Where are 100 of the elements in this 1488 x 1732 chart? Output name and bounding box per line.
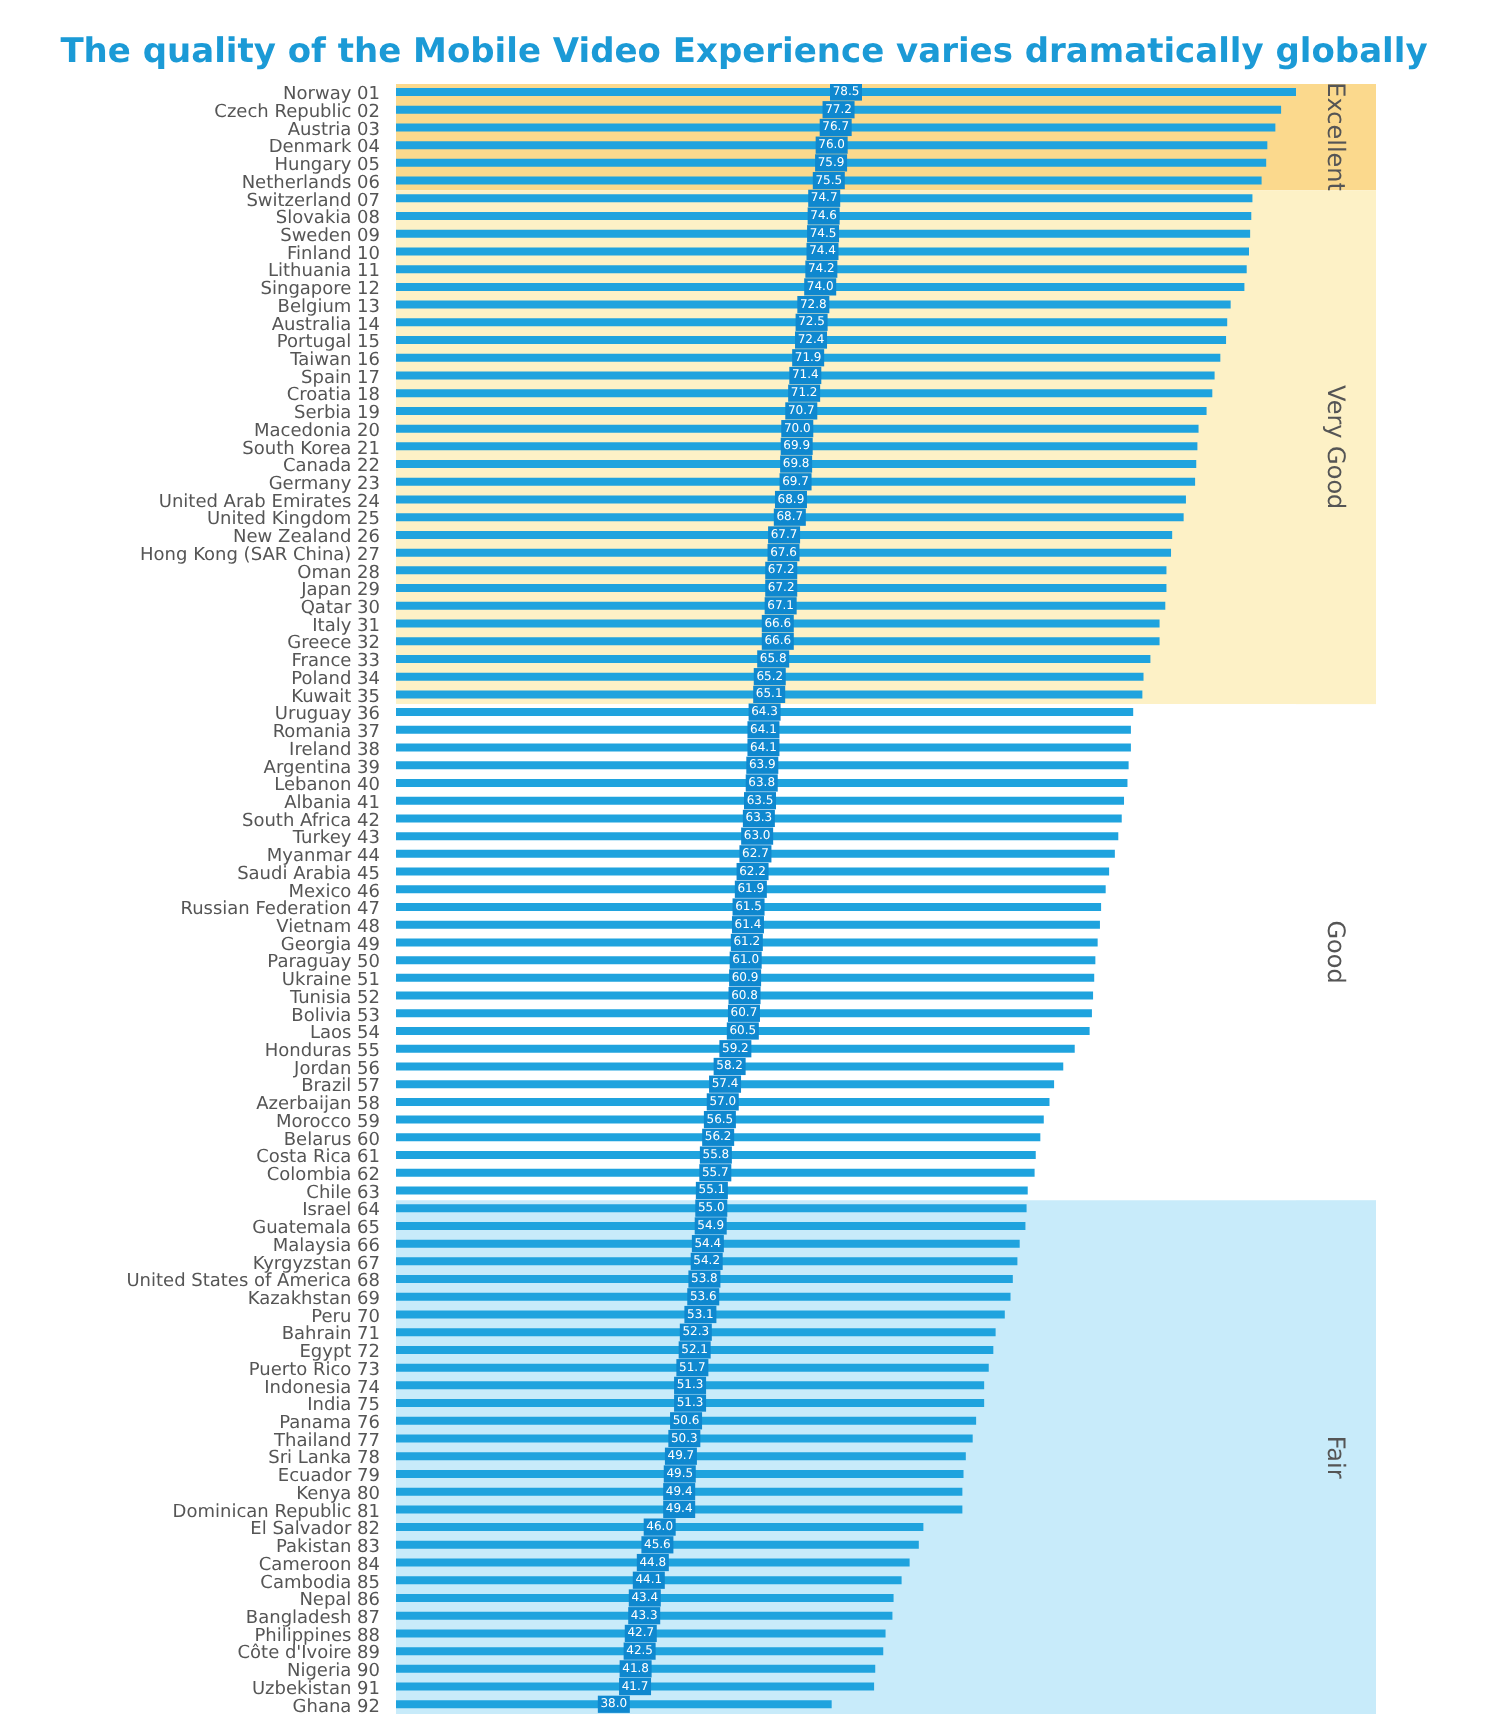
bar bbox=[396, 973, 1095, 982]
y-tick-label: Guatemala 65 bbox=[252, 1219, 380, 1240]
y-tick-label: Georgia 49 bbox=[280, 935, 381, 956]
bar bbox=[396, 1310, 1005, 1319]
bar bbox=[396, 1133, 1041, 1142]
bar bbox=[396, 424, 1199, 433]
y-tick-label: New Zealand 26 bbox=[233, 528, 381, 549]
bar bbox=[396, 176, 1262, 185]
y-tick-label: Macedonia 20 bbox=[253, 421, 381, 442]
bar bbox=[396, 1611, 893, 1620]
bar bbox=[396, 477, 1196, 486]
bar bbox=[396, 637, 1160, 646]
bar bbox=[396, 708, 1134, 717]
y-tick-label: Taiwan 16 bbox=[288, 351, 381, 372]
bar bbox=[396, 619, 1160, 628]
y-tick-label: Chile 63 bbox=[306, 1183, 380, 1204]
y-tick-label: Singapore 12 bbox=[260, 280, 380, 301]
bar bbox=[396, 1700, 832, 1709]
y-tick-label: Kyrgyzstan 67 bbox=[252, 1254, 380, 1275]
bar bbox=[396, 1593, 894, 1602]
bar bbox=[396, 920, 1100, 929]
bar bbox=[396, 371, 1215, 380]
bar bbox=[396, 991, 1094, 1000]
bar bbox=[396, 1292, 1011, 1301]
y-tick-label: Finland 10 bbox=[287, 244, 381, 265]
y-tick-label: United States of America 68 bbox=[126, 1272, 381, 1293]
y-tick-label: Malaysia 66 bbox=[272, 1236, 381, 1257]
y-tick-label: Norway 01 bbox=[283, 85, 380, 106]
bar bbox=[396, 1221, 1026, 1230]
bar bbox=[396, 513, 1184, 522]
bar bbox=[396, 956, 1096, 965]
bar bbox=[396, 1275, 1013, 1284]
bar bbox=[396, 1523, 924, 1532]
y-tick-label: South Korea 21 bbox=[242, 439, 380, 460]
bar bbox=[396, 1168, 1035, 1177]
bar bbox=[396, 1540, 919, 1549]
y-tick-label: Albania 41 bbox=[284, 793, 380, 814]
y-tick-label: France 33 bbox=[291, 652, 380, 673]
y-tick-label: Nigeria 90 bbox=[286, 1662, 381, 1683]
y-tick-label: Bangladesh 87 bbox=[245, 1608, 380, 1629]
bar bbox=[396, 1505, 963, 1514]
y-tick-label: Belarus 60 bbox=[283, 1130, 381, 1151]
y-tick-label: Kazakhstan 69 bbox=[247, 1290, 381, 1311]
y-tick-label: Tunisia 52 bbox=[287, 988, 380, 1009]
y-tick-label: Dominican Republic 81 bbox=[172, 1502, 380, 1523]
y-tick-label: Myanmar 44 bbox=[266, 847, 381, 868]
y-tick-label: Israel 64 bbox=[302, 1201, 381, 1222]
bar bbox=[396, 566, 1167, 575]
bar bbox=[396, 1009, 1092, 1018]
bar bbox=[396, 849, 1115, 858]
bar bbox=[396, 353, 1221, 362]
bar bbox=[396, 1186, 1028, 1195]
bar bbox=[396, 212, 1252, 221]
y-tick-label: Italy 31 bbox=[312, 616, 380, 637]
bar bbox=[396, 796, 1125, 805]
y-tick-label: United Kingdom 25 bbox=[206, 510, 380, 531]
bar bbox=[396, 1469, 964, 1478]
y-tick-label: Romania 37 bbox=[272, 723, 380, 744]
y-tick-label: Lebanon 40 bbox=[274, 776, 381, 797]
bar bbox=[396, 867, 1110, 876]
bar bbox=[396, 1115, 1044, 1124]
y-tick-label: Côte d'Ivoire 89 bbox=[237, 1642, 381, 1665]
y-tick-label: El Salvador 82 bbox=[250, 1520, 380, 1541]
bar bbox=[396, 1664, 876, 1673]
y-tick-label: Egypt 72 bbox=[299, 1343, 380, 1364]
y-tick-label: Sweden 09 bbox=[280, 226, 381, 247]
y-tick-label: Colombia 62 bbox=[266, 1166, 380, 1187]
bar bbox=[396, 1044, 1075, 1053]
y-tick-label: Costa Rica 61 bbox=[256, 1148, 380, 1169]
y-tick-label: Nepal 86 bbox=[299, 1591, 381, 1612]
y-tick-label: Kenya 80 bbox=[296, 1484, 381, 1505]
y-tick-label: Jordan 56 bbox=[292, 1059, 381, 1080]
y-tick-label: Turkey 43 bbox=[290, 829, 380, 850]
y-tick-label: Cameroon 84 bbox=[258, 1555, 381, 1576]
bar bbox=[396, 761, 1129, 770]
bar bbox=[396, 1151, 1036, 1160]
y-tick-label: Ghana 92 bbox=[292, 1697, 380, 1718]
y-tick-label: Hungary 05 bbox=[274, 156, 380, 177]
y-tick-label: Honduras 55 bbox=[264, 1041, 380, 1062]
bar bbox=[396, 1062, 1064, 1071]
y-tick-label: Slovakia 08 bbox=[275, 209, 381, 230]
y-tick-label: Canada 22 bbox=[282, 457, 380, 478]
bar bbox=[396, 548, 1172, 557]
y-tick-label: Morocco 59 bbox=[276, 1112, 381, 1133]
bar bbox=[396, 814, 1122, 823]
y-tick-label: Panama 76 bbox=[279, 1414, 381, 1435]
bar bbox=[396, 442, 1198, 451]
bar bbox=[396, 584, 1167, 593]
bar bbox=[396, 229, 1251, 238]
y-tick-label: Argentina 39 bbox=[263, 758, 381, 779]
bar bbox=[396, 141, 1268, 150]
bar bbox=[396, 743, 1131, 752]
bar bbox=[396, 495, 1186, 504]
y-tick-label: Peru 70 bbox=[311, 1307, 381, 1328]
bar bbox=[396, 336, 1227, 345]
y-tick-label: Czech Republic 02 bbox=[214, 102, 380, 123]
bar bbox=[396, 1239, 1020, 1248]
y-tick-label: Laos 54 bbox=[309, 1024, 381, 1045]
bar bbox=[396, 1558, 910, 1567]
y-tick-label: Saudi Arabia 45 bbox=[237, 864, 380, 885]
